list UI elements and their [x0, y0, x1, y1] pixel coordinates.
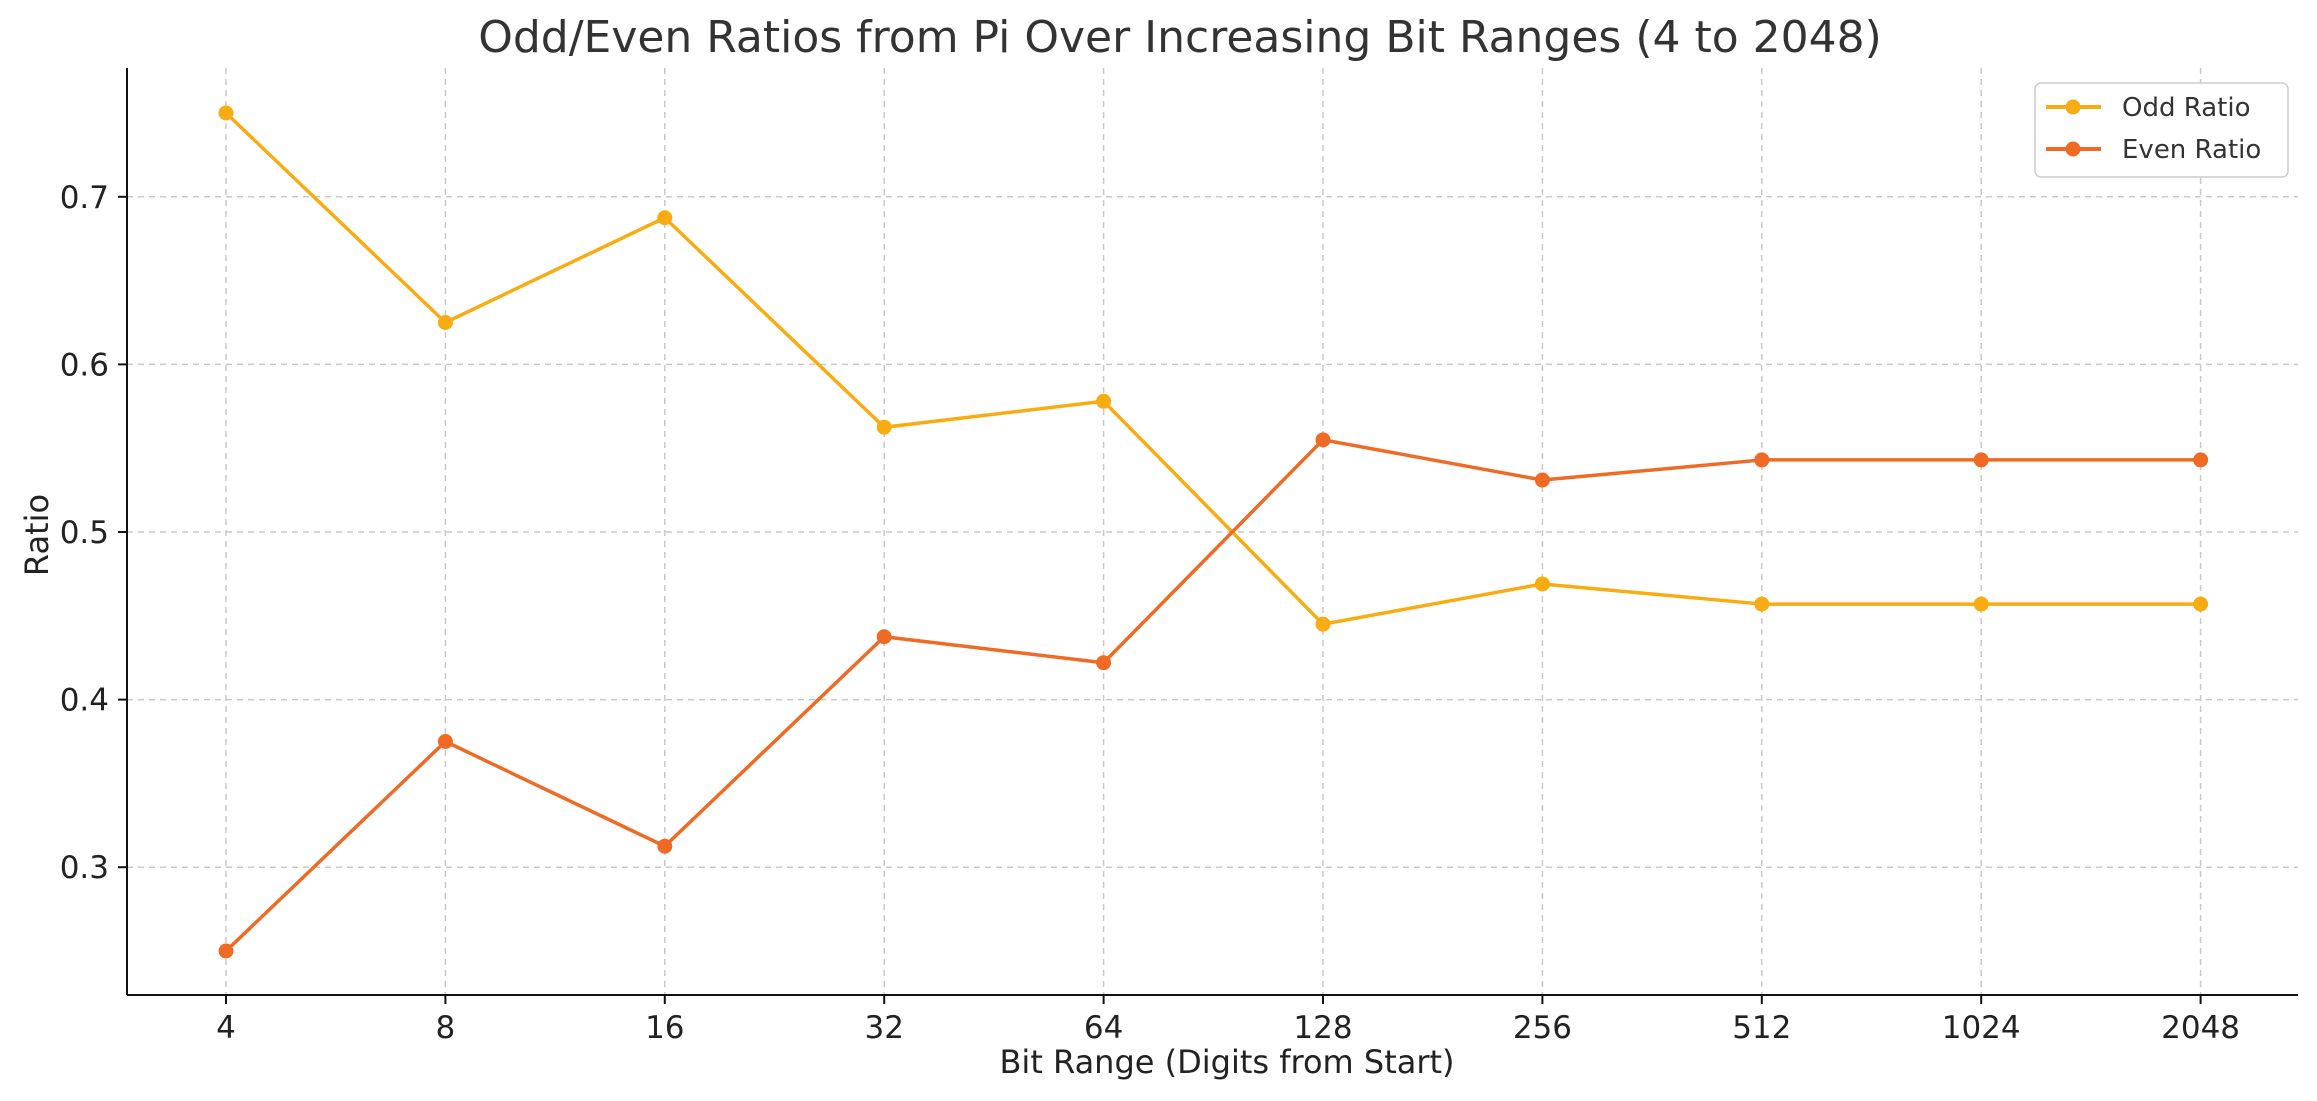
- y-tick-label: 0.3: [60, 850, 109, 886]
- series-even-ratio: [218, 432, 2209, 959]
- data-point-odd-ratio: [657, 210, 673, 226]
- y-tick-label: 0.4: [60, 683, 109, 719]
- y-tick-label: 0.7: [60, 180, 109, 216]
- series-line-odd-ratio: [224, 111, 2201, 626]
- data-point-even-ratio: [437, 734, 453, 749]
- data-point-odd-ratio: [1096, 393, 1112, 409]
- x-tick-label: 128: [1293, 1010, 1352, 1046]
- x-tick-label: 16: [645, 1010, 684, 1046]
- grid: [127, 68, 2298, 995]
- x-tick-label: 32: [864, 1010, 903, 1046]
- data-point-odd-ratio: [437, 315, 453, 330]
- x-tick-label: 4: [216, 1010, 236, 1046]
- chart-title: Odd/Even Ratios from Pi Over Increasing …: [478, 12, 1882, 63]
- data-point-even-ratio: [1315, 432, 1331, 448]
- data-point-odd-ratio: [1973, 596, 1989, 612]
- data-point-odd-ratio: [876, 419, 892, 435]
- data-point-even-ratio: [1973, 452, 1989, 468]
- x-tick-label: 64: [1084, 1010, 1123, 1046]
- series: [218, 105, 2209, 959]
- y-tick-label: 0.6: [60, 347, 109, 383]
- legend-label-even-ratio: Even Ratio: [2122, 135, 2261, 165]
- series-line-even-ratio: [224, 438, 2201, 953]
- x-tick-label: 256: [1513, 1010, 1572, 1046]
- legend-label-odd-ratio: Odd Ratio: [2122, 93, 2251, 123]
- y-tick-label: 0.5: [60, 515, 109, 551]
- data-point-even-ratio: [1096, 655, 1112, 671]
- data-point-odd-ratio: [218, 105, 234, 121]
- x-tick-label: 1024: [1942, 1010, 2021, 1046]
- data-point-even-ratio: [876, 629, 892, 645]
- data-point-odd-ratio: [1315, 616, 1331, 632]
- x-tick-label: 2048: [2161, 1010, 2240, 1046]
- y-axis-label: Ratio: [18, 494, 56, 576]
- data-point-odd-ratio: [1754, 596, 1770, 612]
- legend-marker-even-ratio: [2065, 141, 2081, 157]
- legend: Odd Ratio Even Ratio: [2034, 82, 2289, 178]
- data-point-even-ratio: [1754, 452, 1770, 468]
- data-point-even-ratio: [218, 943, 234, 959]
- series-odd-ratio: [218, 105, 2209, 632]
- axis-ticks: 4 8 16 32 64 128 256 512 1024 2048 0.3 0.4 0.5 0.6 0.7: [60, 180, 2240, 1046]
- x-axis-label: Bit Range (Digits from Start): [999, 1043, 1454, 1081]
- x-tick-label: 8: [436, 1010, 456, 1046]
- data-point-even-ratio: [1534, 472, 1550, 488]
- data-point-even-ratio: [657, 838, 673, 854]
- data-point-even-ratio: [2193, 452, 2209, 468]
- data-point-odd-ratio: [1534, 576, 1550, 592]
- legend-marker-odd-ratio: [2065, 99, 2081, 115]
- x-tick-label: 512: [1732, 1010, 1791, 1046]
- data-point-odd-ratio: [2193, 596, 2209, 612]
